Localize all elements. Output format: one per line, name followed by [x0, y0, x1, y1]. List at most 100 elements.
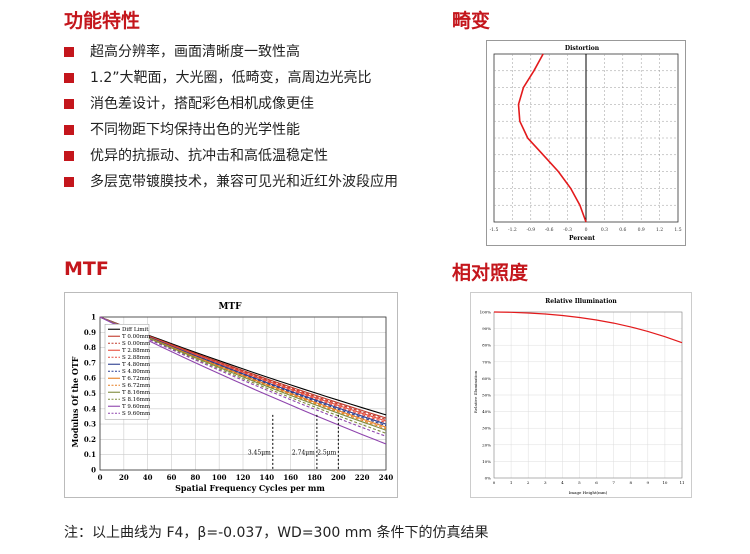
plot-frame [493, 311, 683, 479]
ri-curve [493, 311, 683, 344]
distortion-heading: 畸变 [452, 10, 491, 32]
x-tick-label: 200 [331, 473, 346, 482]
y-tick-label: 60% [482, 376, 491, 381]
bullet-square-icon [64, 47, 74, 57]
legend-label: S 6.72mm [122, 383, 151, 389]
features-heading: 功能特性 [64, 10, 141, 32]
x-tick-label: 6 [595, 480, 598, 485]
distortion-curve [517, 53, 587, 223]
y-tick-label: 20% [482, 442, 491, 447]
x-tick-label: 0.9 [638, 227, 645, 233]
x-tick-label: -0.9 [526, 227, 535, 233]
y-tick-label: 10% [482, 459, 491, 464]
y-tick-label: 100% [480, 310, 492, 315]
y-tick-label: 0.1 [84, 450, 96, 459]
x-tick-label: 2 [527, 480, 530, 485]
x-tick-label: 1.2 [656, 227, 663, 233]
feature-item: 优异的抗振动、抗冲击和高低温稳定性 [64, 144, 398, 170]
legend-label: T 6.72mm [122, 376, 151, 382]
annotation-label: 2.5μm [317, 450, 336, 457]
ri-chart: Relative Illumination 0% 10% 20% 30% 40% 50% 6… [470, 292, 692, 498]
legend-label: S 0.00mm [122, 341, 151, 347]
y-tick-label: 0.7 [84, 358, 96, 367]
y-tick-label: 0.2 [84, 435, 96, 444]
feature-item: 消色差设计，搭配彩色相机成像更佳 [64, 92, 398, 118]
feature-item: 不同物距下均保持出色的光学性能 [64, 118, 398, 144]
legend-label: S 4.80mm [122, 369, 151, 375]
y-tick-label: 40% [482, 409, 491, 414]
feature-item: 1.2”大靶面，大光圈，低畸变，高周边光亮比 [64, 66, 398, 92]
x-tick-label: 60 [167, 473, 177, 482]
x-tick-label: 3 [544, 480, 547, 485]
legend-label: S 2.88mm [122, 355, 151, 361]
legend-label: T 4.80mm [122, 362, 151, 368]
x-tick-label: 10 [662, 480, 668, 485]
x-tick-label: 0 [585, 227, 588, 233]
x-tick-label: 0.3 [601, 227, 608, 233]
x-tick-label: -1.2 [508, 227, 517, 233]
x-tick-label: 0 [98, 473, 103, 482]
y-tick-label: 50% [482, 393, 491, 398]
y-tick-label: 30% [482, 426, 491, 431]
x-tick-label: 11 [679, 480, 684, 485]
legend-label: T 9.60mm [122, 404, 151, 410]
footnote: 注：以上曲线为 F4，β=-0.037，WD=300 mm 条件下的仿真结果 [64, 525, 489, 541]
y-tick-label: 0.8 [84, 343, 96, 352]
x-tick-label: 40 [143, 473, 153, 482]
x-tick-label: 20 [119, 473, 129, 482]
y-tick-label: 90% [482, 326, 491, 331]
y-tick-label: 80% [482, 343, 491, 348]
x-tick-label: 100 [212, 473, 227, 482]
feature-text: 1.2”大靶面，大光圈，低畸变，高周边光亮比 [90, 70, 372, 86]
feature-list: 超高分辨率，画面清晰度一致性高 1.2”大靶面，大光圈，低畸变，高周边光亮比 消色差… [64, 40, 398, 196]
plot-frame [99, 316, 387, 471]
y-tick-label: 1 [91, 313, 96, 322]
x-tick-label: 1.5 [674, 227, 681, 233]
feature-text: 不同物距下均保持出色的光学性能 [90, 122, 300, 138]
x-tick-label: 80 [190, 473, 200, 482]
x-tick-label: 240 [379, 473, 394, 482]
x-tick-label: 120 [236, 473, 251, 482]
annotation-label: 3.45μm [248, 450, 271, 457]
distortion-title: Distortion [565, 45, 600, 52]
legend-label: S 8.16mm [122, 397, 151, 403]
x-tick-label: 7 [612, 480, 615, 485]
ri-ylabel: Relative Illumination [473, 370, 478, 413]
legend-label: S 9.60mm [122, 411, 151, 417]
bullet-square-icon [64, 177, 74, 187]
feature-text: 超高分辨率，画面清晰度一致性高 [90, 44, 300, 60]
x-tick-label: 5 [578, 480, 581, 485]
annotation-label: 2.74μm [292, 450, 315, 457]
x-tick-label: 1 [510, 480, 513, 485]
bullet-square-icon [64, 125, 74, 135]
x-tick-label: -0.3 [563, 227, 572, 233]
mtf-chart: MTF 0 20 40 60 80 100 120 140 160 180 200 220 240 0 0.… [64, 292, 398, 498]
legend-label: T 0.00mm [122, 334, 151, 340]
y-tick-label: 70% [482, 359, 491, 364]
distortion-xlabel: Percent [569, 235, 595, 242]
x-tick-label: 4 [561, 480, 564, 485]
distortion-chart: Distortion -1.5 -1.2 -0.9 -0.6 -0.3 0 0.3 0.6 0.… [486, 40, 686, 246]
bullet-square-icon [64, 151, 74, 161]
legend-label: T 2.88mm [122, 348, 151, 354]
x-tick-label: 0 [493, 480, 496, 485]
legend-label: Diff Limit [122, 327, 149, 333]
feature-text: 消色差设计，搭配彩色相机成像更佳 [90, 96, 314, 112]
x-tick-label: 0.6 [619, 227, 626, 233]
y-tick-label: 0.4 [84, 404, 96, 413]
x-tick-label: -1.5 [490, 227, 499, 233]
mtf-xlabel: Spatial Frequency Cycles per mm [175, 483, 325, 493]
x-tick-label: 8 [629, 480, 632, 485]
bullet-square-icon [64, 99, 74, 109]
mtf-ylabel: Modulus Of the OTF [70, 356, 80, 447]
x-tick-label: 160 [283, 473, 298, 482]
mtf-heading: MTF [64, 258, 109, 280]
y-tick-label: 0.9 [84, 328, 96, 337]
ri-title: Relative Illumination [545, 298, 617, 305]
x-tick-label: 140 [260, 473, 275, 482]
x-tick-label: 220 [355, 473, 370, 482]
x-tick-label: -0.6 [545, 227, 554, 233]
x-tick-label: 9 [647, 480, 650, 485]
y-tick-label: 0.3 [84, 420, 96, 429]
bullet-square-icon [64, 73, 74, 83]
